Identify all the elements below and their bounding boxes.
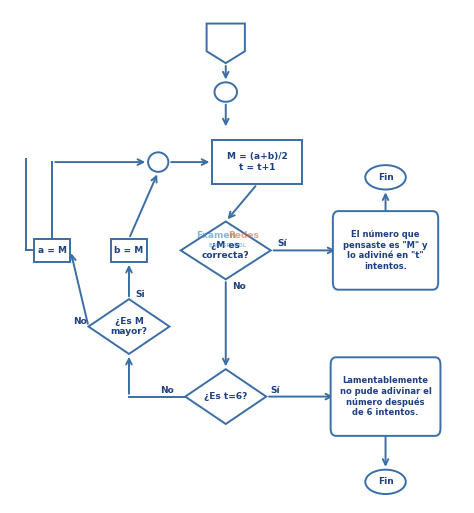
Text: El número que
pensaste es "M" y
lo adiviné en "t"
intentos.: El número que pensaste es "M" y lo adivi… xyxy=(343,230,428,270)
Text: No: No xyxy=(233,282,246,291)
FancyBboxPatch shape xyxy=(212,140,302,184)
Text: No: No xyxy=(73,317,86,326)
Text: EN ESPAÑOL: EN ESPAÑOL xyxy=(210,243,246,248)
Text: ¿M es
correcta?: ¿M es correcta? xyxy=(202,241,250,260)
Text: ¿Es M
mayor?: ¿Es M mayor? xyxy=(110,317,147,336)
Text: Redes: Redes xyxy=(228,231,259,240)
FancyBboxPatch shape xyxy=(331,357,440,436)
Text: Sí: Sí xyxy=(277,239,287,248)
Text: Si: Si xyxy=(136,290,146,299)
Text: b = M: b = M xyxy=(114,246,144,255)
FancyBboxPatch shape xyxy=(333,211,438,290)
Text: a = M: a = M xyxy=(38,246,67,255)
Text: Sí: Sí xyxy=(271,386,281,395)
Text: No: No xyxy=(161,386,174,395)
Text: Fin: Fin xyxy=(378,173,393,182)
Text: Fin: Fin xyxy=(378,478,393,486)
FancyBboxPatch shape xyxy=(35,239,71,262)
FancyBboxPatch shape xyxy=(111,239,147,262)
Text: Lamentablemente
no pude adivinar el
número después
de 6 intentos.: Lamentablemente no pude adivinar el núme… xyxy=(339,376,431,417)
Text: Examen: Examen xyxy=(196,231,236,240)
Text: ¿Es t=6?: ¿Es t=6? xyxy=(204,392,247,401)
Text: M = (a+b)/2
t = t+1: M = (a+b)/2 t = t+1 xyxy=(227,152,288,172)
